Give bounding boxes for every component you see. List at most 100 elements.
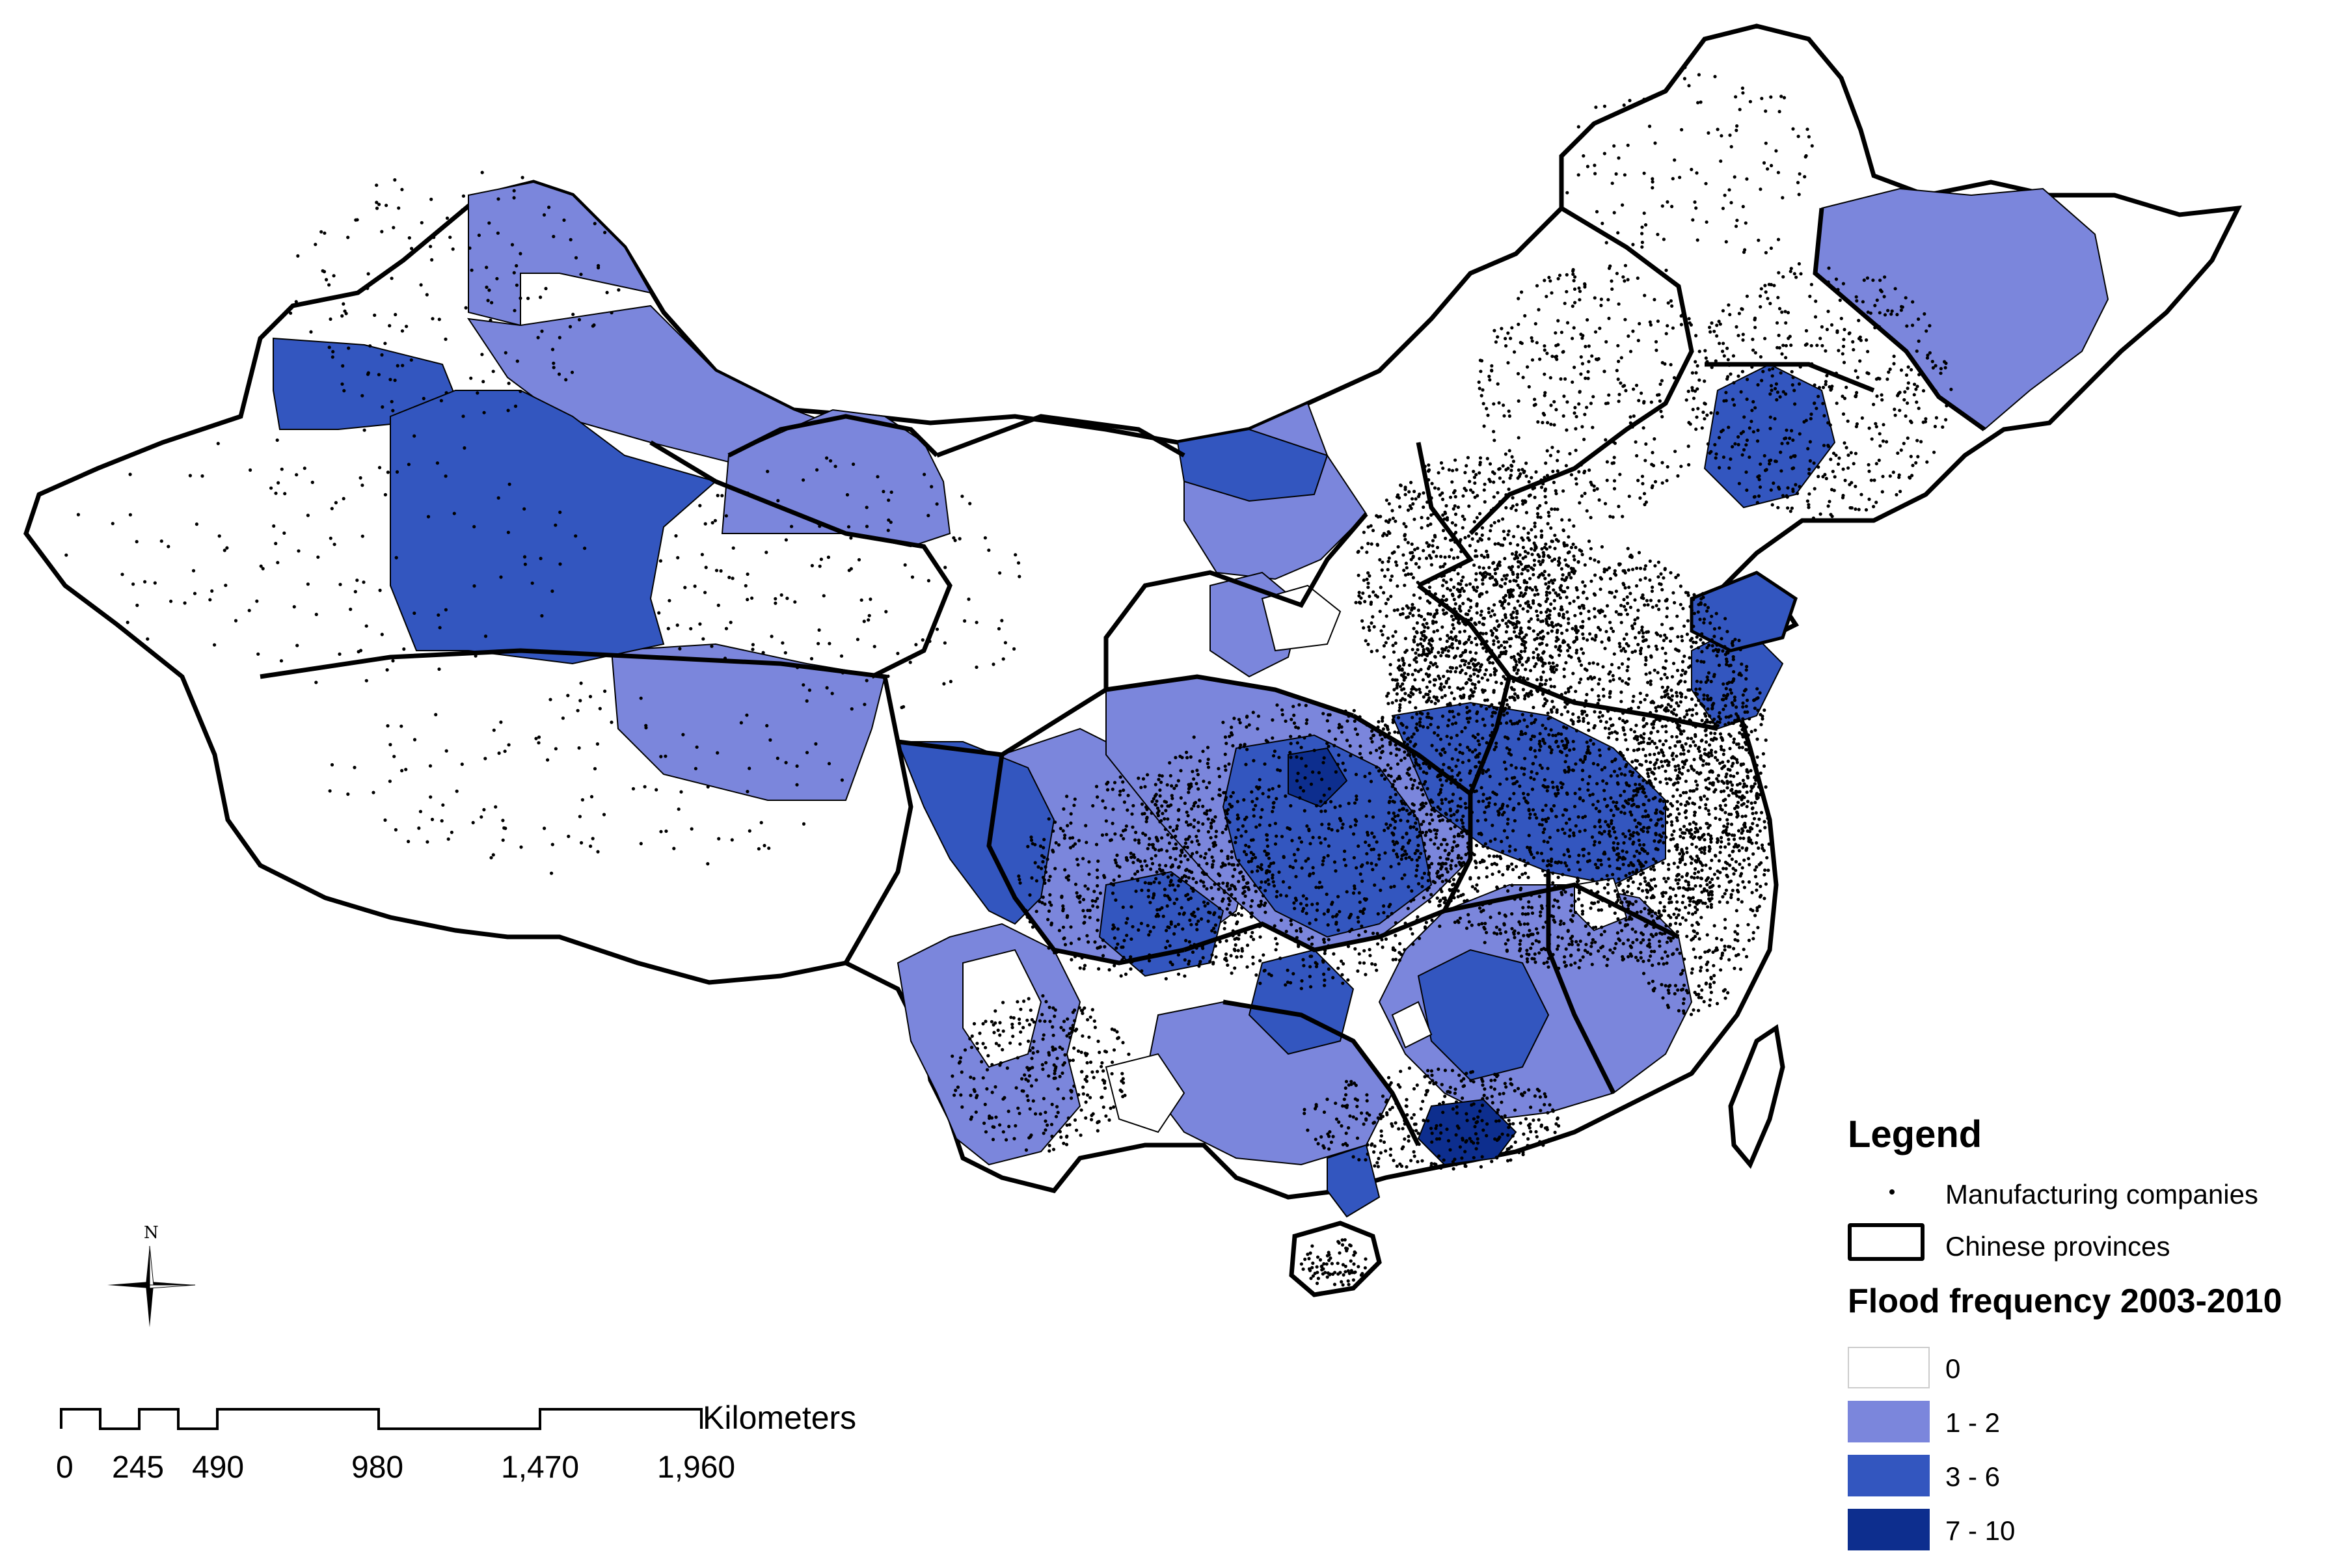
company-dot — [1561, 589, 1565, 594]
company-dot — [1608, 695, 1612, 699]
company-dot — [1406, 541, 1410, 545]
company-dot — [1160, 906, 1164, 910]
company-dot — [1636, 748, 1640, 752]
company-dot — [1183, 841, 1187, 845]
company-dot — [1394, 560, 1398, 564]
company-dot — [1621, 718, 1625, 723]
company-dot — [1441, 513, 1445, 517]
company-dot — [1708, 621, 1712, 625]
company-dot — [1673, 744, 1677, 748]
company-dot — [1675, 788, 1679, 792]
company-dot — [1456, 556, 1460, 560]
company-dot — [1334, 914, 1338, 918]
company-dot — [1725, 662, 1729, 666]
company-dot — [1459, 609, 1463, 613]
company-dot — [1355, 866, 1358, 870]
company-dot — [1238, 721, 1242, 725]
company-dot — [1742, 785, 1746, 789]
company-dot — [1402, 731, 1406, 735]
company-dot — [1730, 833, 1735, 837]
company-dot — [1549, 807, 1553, 811]
company-dot — [1429, 699, 1433, 703]
company-dot — [1596, 800, 1600, 804]
company-dot — [1443, 555, 1447, 559]
company-dot — [1453, 669, 1457, 673]
company-dot — [1727, 664, 1731, 668]
company-dot — [1449, 867, 1453, 871]
company-dot — [1415, 817, 1419, 821]
company-dot — [1401, 656, 1405, 660]
company-dot — [1374, 863, 1378, 867]
company-dot — [1670, 675, 1675, 679]
company-dot — [1403, 873, 1407, 877]
company-dot — [1525, 957, 1529, 961]
company-dot — [1433, 828, 1437, 832]
company-dot — [1720, 840, 1723, 844]
company-dot — [1532, 541, 1536, 545]
company-dot — [1690, 608, 1694, 612]
company-dot — [1597, 625, 1600, 630]
company-dot — [1407, 885, 1411, 889]
company-dot — [1655, 647, 1659, 651]
company-dot — [1682, 983, 1686, 987]
company-dot — [1189, 923, 1193, 926]
company-dot — [1749, 729, 1753, 734]
company-dot — [1533, 952, 1537, 956]
company-dot — [1602, 797, 1607, 802]
company-dot — [1301, 958, 1305, 962]
company-dot — [1602, 930, 1606, 934]
company-dot — [1757, 817, 1761, 821]
company-dot — [1736, 888, 1740, 893]
company-dot — [1622, 637, 1626, 641]
company-dot — [1546, 965, 1550, 969]
company-dot — [1578, 868, 1582, 872]
company-dot — [1617, 852, 1621, 856]
company-dot — [1319, 885, 1324, 889]
company-dot — [1749, 801, 1753, 805]
company-dot — [1479, 642, 1483, 646]
company-dot — [1157, 881, 1161, 885]
company-dot — [1516, 524, 1520, 528]
company-dot — [1767, 821, 1771, 825]
company-dot — [1531, 734, 1535, 738]
company-dot — [1658, 634, 1662, 638]
company-dot — [1639, 740, 1643, 745]
company-dot — [1676, 882, 1680, 885]
company-dot — [1710, 614, 1714, 618]
company-dot — [1746, 710, 1749, 714]
company-dot — [1645, 852, 1649, 856]
company-dot — [1598, 628, 1602, 632]
company-dot — [1483, 500, 1487, 504]
company-dot — [1392, 688, 1396, 692]
company-dot — [1447, 852, 1451, 856]
company-dot — [1325, 741, 1329, 746]
company-dot — [1671, 757, 1675, 761]
company-dot — [1489, 629, 1493, 633]
company-dot — [1660, 764, 1664, 768]
company-dot — [1761, 752, 1765, 756]
company-dot — [1496, 898, 1500, 902]
company-dot — [1753, 775, 1757, 779]
company-dot — [1361, 591, 1365, 595]
company-dot — [1438, 807, 1442, 811]
company-dot — [1703, 950, 1707, 954]
company-dot — [1456, 758, 1460, 762]
company-dot — [1211, 960, 1215, 964]
company-dot — [1430, 861, 1434, 865]
company-dot — [1621, 711, 1625, 715]
company-dot — [1433, 683, 1437, 687]
company-dot — [1406, 819, 1410, 823]
company-dot — [1722, 752, 1725, 756]
company-dot — [1530, 528, 1533, 532]
company-dot — [1734, 843, 1738, 846]
company-dot — [1383, 723, 1387, 727]
company-dot — [1564, 661, 1568, 665]
company-dot — [1636, 735, 1640, 739]
company-dot — [1514, 865, 1519, 869]
company-dot — [1178, 912, 1182, 916]
company-dot — [1409, 927, 1412, 931]
company-dot — [1555, 630, 1559, 634]
company-dot — [1613, 830, 1617, 834]
company-dot — [1521, 678, 1525, 682]
company-dot — [1562, 725, 1566, 729]
